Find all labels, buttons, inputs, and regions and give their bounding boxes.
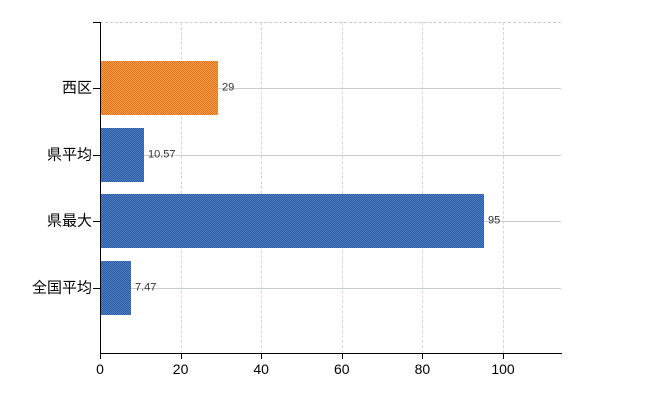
x-tick-mark (503, 353, 504, 359)
x-tick-label: 80 (414, 361, 431, 377)
y-axis-top-tick (93, 22, 100, 23)
plot-top-border (100, 22, 561, 23)
x-tick-mark (422, 353, 424, 359)
x-tick-label: 60 (334, 361, 350, 377)
x-tick-label: 20 (172, 361, 189, 377)
category-label: 西区 (61, 79, 92, 97)
gridline-vertical (341, 22, 343, 353)
bar-value-label: 29 (222, 81, 235, 94)
category-tick-mark (93, 88, 100, 89)
bar-value-label: 10.57 (148, 148, 176, 161)
gridline-horizontal (100, 288, 561, 289)
y-axis (100, 22, 101, 354)
category-label: 全国平均 (31, 279, 92, 297)
category-label: 県最大 (46, 212, 92, 230)
category-tick-mark (93, 221, 100, 222)
gridline-vertical (422, 22, 424, 353)
bar (101, 128, 144, 182)
category-tick-mark (93, 155, 100, 156)
bar (101, 194, 484, 248)
x-tick-mark (341, 353, 343, 359)
x-tick-label: 0 (96, 361, 104, 377)
category-tick-mark (93, 288, 100, 289)
category-label: 県平均 (46, 146, 92, 164)
x-tick-mark (180, 353, 182, 359)
x-tick-label: 40 (253, 361, 269, 377)
gridline-horizontal (100, 155, 561, 156)
bar-value-label: 7.47 (135, 281, 157, 294)
x-tick-mark (100, 353, 101, 359)
bar (101, 261, 131, 315)
gridline-horizontal (100, 88, 561, 89)
x-tick-mark (261, 353, 263, 359)
gridline-vertical (261, 22, 263, 353)
x-axis (100, 353, 562, 354)
gridline-vertical (180, 22, 182, 353)
gridline-vertical (503, 22, 504, 353)
x-tick-label: 100 (491, 361, 515, 377)
bar (101, 61, 218, 115)
bar-value-label: 95 (488, 214, 501, 227)
